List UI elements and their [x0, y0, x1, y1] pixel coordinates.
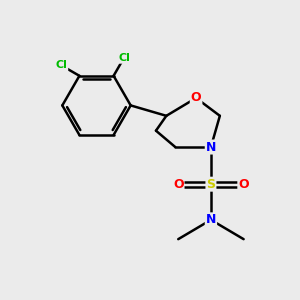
Text: N: N: [206, 213, 216, 226]
Text: N: N: [206, 140, 216, 154]
Text: Cl: Cl: [118, 53, 130, 63]
Text: O: O: [173, 178, 184, 191]
Text: Cl: Cl: [56, 60, 67, 70]
Text: S: S: [206, 178, 215, 191]
Text: O: O: [238, 178, 249, 191]
Text: O: O: [191, 92, 201, 104]
